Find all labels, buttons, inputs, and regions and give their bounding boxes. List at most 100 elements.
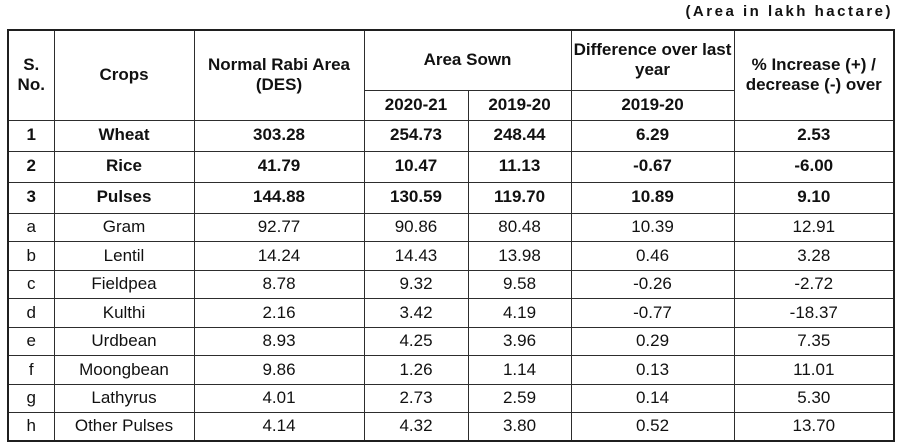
- header-percent-change: % Increase (+) / decrease (-) over: [733, 29, 895, 121]
- cell-percent-change: 5.30: [733, 383, 895, 413]
- cell-difference: 0.52: [570, 412, 735, 442]
- cell-normal-area: 14.24: [193, 241, 365, 271]
- cell-crop: Other Pulses: [53, 412, 195, 442]
- table-row: 1 Wheat 303.28 254.73 248.44 6.29 2.53: [7, 119, 895, 152]
- cell-sno: f: [7, 355, 55, 385]
- cell-percent-change: 7.35: [733, 326, 895, 356]
- table-row: g Lathyrus 4.01 2.73 2.59 0.14 5.30: [7, 383, 895, 413]
- cell-sown-2020-21: 9.32: [363, 269, 469, 299]
- cell-sno: 3: [7, 181, 55, 214]
- cell-difference: 0.14: [570, 383, 735, 413]
- cell-sown-2020-21: 14.43: [363, 241, 469, 271]
- cell-sno: d: [7, 298, 55, 328]
- cell-percent-change: 11.01: [733, 355, 895, 385]
- table-row: a Gram 92.77 90.86 80.48 10.39 12.91: [7, 212, 895, 242]
- cell-difference: 0.29: [570, 326, 735, 356]
- table-row: 2 Rice 41.79 10.47 11.13 -0.67 -6.00: [7, 150, 895, 183]
- cell-sown-2019-20: 4.19: [467, 298, 572, 328]
- cell-sown-2019-20: 248.44: [467, 119, 572, 152]
- header-area-sown: Area Sown: [363, 29, 572, 91]
- table-row: d Kulthi 2.16 3.42 4.19 -0.77 -18.37: [7, 298, 895, 328]
- cell-sown-2020-21: 1.26: [363, 355, 469, 385]
- cell-percent-change: 13.70: [733, 412, 895, 442]
- cell-crop: Gram: [53, 212, 195, 242]
- cell-difference: 6.29: [570, 119, 735, 152]
- cell-crop: Pulses: [53, 181, 195, 214]
- cell-normal-area: 8.78: [193, 269, 365, 299]
- header-sown-2019-20: 2019-20: [467, 89, 572, 121]
- cell-sown-2019-20: 80.48: [467, 212, 572, 242]
- cell-sown-2019-20: 2.59: [467, 383, 572, 413]
- cell-normal-area: 4.14: [193, 412, 365, 442]
- cell-sown-2019-20: 3.80: [467, 412, 572, 442]
- cell-crop: Kulthi: [53, 298, 195, 328]
- cell-normal-area: 303.28: [193, 119, 365, 152]
- cell-difference: 0.46: [570, 241, 735, 271]
- rabi-crops-area-table: S. No. Crops Normal Rabi Area (DES) Area…: [7, 29, 896, 442]
- cell-crop: Rice: [53, 150, 195, 183]
- cell-sno: g: [7, 383, 55, 413]
- table-row: b Lentil 14.24 14.43 13.98 0.46 3.28: [7, 241, 895, 271]
- cell-normal-area: 4.01: [193, 383, 365, 413]
- cell-sown-2020-21: 4.25: [363, 326, 469, 356]
- cell-percent-change: 12.91: [733, 212, 895, 242]
- cell-difference: -0.26: [570, 269, 735, 299]
- cell-percent-change: -2.72: [733, 269, 895, 299]
- cell-difference: -0.77: [570, 298, 735, 328]
- cell-sown-2020-21: 90.86: [363, 212, 469, 242]
- cell-sno: a: [7, 212, 55, 242]
- table-body: 1 Wheat 303.28 254.73 248.44 6.29 2.53 2…: [7, 119, 895, 442]
- header-difference: Difference over last year: [570, 29, 735, 91]
- cell-percent-change: 2.53: [733, 119, 895, 152]
- cell-sown-2020-21: 130.59: [363, 181, 469, 214]
- cell-percent-change: -6.00: [733, 150, 895, 183]
- cell-sown-2020-21: 2.73: [363, 383, 469, 413]
- table-row: h Other Pulses 4.14 4.32 3.80 0.52 13.70: [7, 412, 895, 442]
- header-difference-year: 2019-20: [570, 89, 735, 121]
- cell-sno: e: [7, 326, 55, 356]
- header-sno: S. No.: [7, 29, 55, 121]
- header-row-main: S. No. Crops Normal Rabi Area (DES) Area…: [7, 29, 895, 121]
- cell-crop: Moongbean: [53, 355, 195, 385]
- cell-crop: Wheat: [53, 119, 195, 152]
- cell-sown-2019-20: 1.14: [467, 355, 572, 385]
- cell-percent-change: -18.37: [733, 298, 895, 328]
- cell-sno: h: [7, 412, 55, 442]
- cell-crop: Lathyrus: [53, 383, 195, 413]
- cell-normal-area: 8.93: [193, 326, 365, 356]
- header-crops: Crops: [53, 29, 195, 121]
- cell-sown-2019-20: 9.58: [467, 269, 572, 299]
- cell-sno: 1: [7, 119, 55, 152]
- cell-difference: 10.89: [570, 181, 735, 214]
- cell-normal-area: 92.77: [193, 212, 365, 242]
- cell-sown-2020-21: 4.32: [363, 412, 469, 442]
- table-row: f Moongbean 9.86 1.26 1.14 0.13 11.01: [7, 355, 895, 385]
- cell-sown-2019-20: 119.70: [467, 181, 572, 214]
- table-header: S. No. Crops Normal Rabi Area (DES) Area…: [7, 29, 895, 121]
- table-row: e Urdbean 8.93 4.25 3.96 0.29 7.35: [7, 326, 895, 356]
- cell-percent-change: 3.28: [733, 241, 895, 271]
- cell-sown-2020-21: 254.73: [363, 119, 469, 152]
- cell-sown-2019-20: 13.98: [467, 241, 572, 271]
- cell-difference: -0.67: [570, 150, 735, 183]
- cell-normal-area: 9.86: [193, 355, 365, 385]
- cell-normal-area: 144.88: [193, 181, 365, 214]
- cell-sno: c: [7, 269, 55, 299]
- table-row: 3 Pulses 144.88 130.59 119.70 10.89 9.10: [7, 181, 895, 214]
- table-row: c Fieldpea 8.78 9.32 9.58 -0.26 -2.72: [7, 269, 895, 299]
- cell-sno: b: [7, 241, 55, 271]
- header-row-sub: 2020-21 2019-20 2019-20: [8, 89, 894, 121]
- cell-sown-2020-21: 3.42: [363, 298, 469, 328]
- cell-crop: Fieldpea: [53, 269, 195, 299]
- cell-normal-area: 41.79: [193, 150, 365, 183]
- header-normal-area: Normal Rabi Area (DES): [193, 29, 365, 121]
- cell-difference: 0.13: [570, 355, 735, 385]
- cell-sown-2019-20: 3.96: [467, 326, 572, 356]
- header-sown-2020-21: 2020-21: [363, 89, 469, 121]
- cell-normal-area: 2.16: [193, 298, 365, 328]
- cell-percent-change: 9.10: [733, 181, 895, 214]
- cell-sown-2020-21: 10.47: [363, 150, 469, 183]
- area-unit-caption: (Area in lakh hactare): [685, 3, 893, 20]
- cell-difference: 10.39: [570, 212, 735, 242]
